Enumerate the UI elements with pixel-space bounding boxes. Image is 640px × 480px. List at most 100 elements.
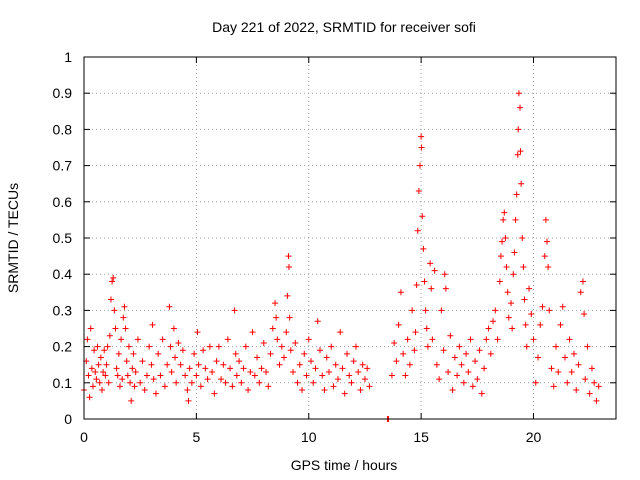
data-point [526,285,533,292]
data-point [502,235,509,241]
data-point [517,104,524,111]
data-point [357,387,364,394]
data-point [391,339,398,346]
data-point [321,387,328,394]
data-point [91,347,98,354]
data-point [218,376,225,383]
axis-ticks [83,56,616,420]
data-point [195,361,202,368]
x-tick-label: 5 [192,429,200,445]
data-point [528,311,535,318]
data-point [260,339,267,346]
data-point [523,343,530,350]
data-point [185,397,192,404]
data-point [146,343,153,350]
data-point [105,379,112,386]
data-point [258,365,265,372]
y-tick-labels: 0 0.1 0.2 0.3 0.4 0.5 0.6 0.7 0.8 0.9 1 [53,49,73,427]
data-point [301,350,308,357]
data-point [418,133,425,140]
data-point [172,354,179,361]
x-tick-labels: 0 5 10 15 20 [80,429,541,445]
data-point [581,311,588,318]
data-point [412,329,419,336]
data-point [102,372,109,379]
data-point [481,365,488,372]
data-point [591,379,598,386]
data-point [511,249,518,256]
data-point [348,379,355,386]
data-point [458,361,465,368]
data-point [503,263,510,270]
data-point [575,361,582,368]
data-point [330,383,337,390]
data-point [555,368,562,375]
data-point [504,289,511,296]
data-point [542,216,549,223]
data-point [100,368,107,375]
data-point [119,376,126,383]
data-point [388,372,395,379]
data-point [177,361,184,368]
data-point [220,361,227,368]
data-point [292,339,299,346]
data-point [559,303,566,310]
data-point [111,307,118,314]
data-point [200,347,207,354]
data-point [447,332,454,339]
data-point [164,361,171,368]
data-point [346,372,353,379]
data-point [568,368,575,375]
data-point [173,379,180,386]
data-point [110,274,117,281]
data-point [93,376,100,383]
data-point [544,238,550,245]
data-point [122,325,129,332]
data-point [419,213,426,220]
chart-title: Day 221 of 2022, SRMTID for receiver sof… [212,19,476,35]
data-point [557,321,564,328]
data-point [285,263,292,270]
data-point [411,347,418,354]
data-point [206,343,213,350]
data-point [166,303,173,310]
data-point [395,321,402,328]
data-points [81,90,602,422]
data-point [424,343,431,350]
data-point [303,372,310,379]
data-point [328,343,335,350]
y-tick-label: 0.1 [53,375,73,391]
data-point [312,365,319,372]
data-point [161,383,168,390]
data-point [433,361,440,368]
data-point [352,343,359,350]
data-point [278,343,285,350]
data-point [402,372,409,379]
data-point [132,368,139,375]
data-point [249,329,256,336]
data-point [127,379,134,386]
data-point [510,271,517,278]
data-point [490,318,497,325]
data-point [194,329,201,336]
data-point [281,354,288,361]
y-tick-label: 0.2 [53,339,73,355]
data-point [274,336,281,343]
data-point [92,368,99,375]
data-point [579,278,586,285]
data-point [449,387,456,394]
data-point [256,379,263,386]
data-point [397,289,404,296]
data-point [519,235,526,241]
data-point [513,191,520,198]
data-point [409,307,416,314]
data-point [121,303,128,310]
data-point [469,383,476,390]
data-point [182,372,189,379]
y-tick-label: 0 [64,411,72,427]
data-point [442,285,449,292]
data-point [550,383,557,390]
data-point [548,365,555,372]
data-point [139,358,146,365]
data-point [128,397,135,404]
